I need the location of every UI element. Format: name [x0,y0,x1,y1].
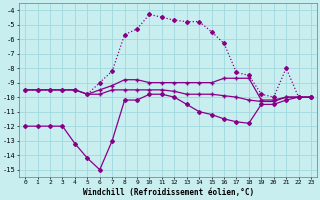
X-axis label: Windchill (Refroidissement éolien,°C): Windchill (Refroidissement éolien,°C) [83,188,254,197]
